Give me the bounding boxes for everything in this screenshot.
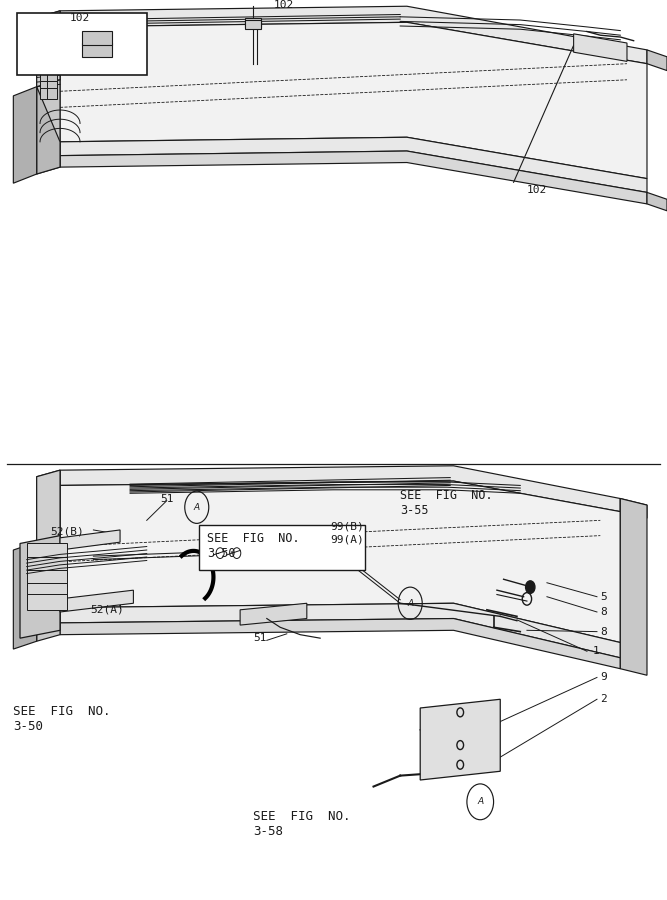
Bar <box>27 583 67 599</box>
Text: 102: 102 <box>527 185 547 195</box>
Text: 9: 9 <box>600 672 607 682</box>
Bar <box>27 594 67 610</box>
Polygon shape <box>240 603 307 625</box>
Polygon shape <box>37 11 60 86</box>
Polygon shape <box>245 18 261 27</box>
Text: A: A <box>477 797 484 806</box>
Text: 99(B): 99(B) <box>330 522 364 532</box>
Text: SEE  FIG  NO.
3-58: SEE FIG NO. 3-58 <box>253 810 351 838</box>
Polygon shape <box>620 499 647 675</box>
Bar <box>47 81 57 92</box>
Polygon shape <box>60 482 620 643</box>
Polygon shape <box>37 470 60 641</box>
Polygon shape <box>420 699 500 780</box>
Polygon shape <box>37 470 60 542</box>
Polygon shape <box>620 499 647 518</box>
Circle shape <box>526 580 535 593</box>
Text: 1: 1 <box>592 646 599 656</box>
Polygon shape <box>60 6 647 64</box>
Bar <box>47 74 57 85</box>
Polygon shape <box>60 603 620 658</box>
Bar <box>27 556 67 572</box>
Bar <box>40 88 50 99</box>
Polygon shape <box>13 86 37 184</box>
Text: A: A <box>193 503 200 512</box>
Text: SEE  FIG  NO.
3-50: SEE FIG NO. 3-50 <box>13 705 111 733</box>
Bar <box>40 74 50 85</box>
Polygon shape <box>60 137 647 193</box>
Text: 51: 51 <box>160 493 173 503</box>
FancyBboxPatch shape <box>17 14 147 76</box>
Polygon shape <box>37 86 60 174</box>
Text: A: A <box>407 598 414 608</box>
Text: 51: 51 <box>253 634 267 643</box>
Text: SEE  FIG  NO.
3-50: SEE FIG NO. 3-50 <box>207 532 299 560</box>
Bar <box>47 88 57 99</box>
Polygon shape <box>574 34 627 61</box>
Bar <box>27 570 67 586</box>
Polygon shape <box>60 618 620 669</box>
FancyBboxPatch shape <box>199 525 365 570</box>
Text: 8: 8 <box>600 626 607 636</box>
Polygon shape <box>60 151 647 204</box>
Text: 99(A): 99(A) <box>330 535 364 545</box>
Text: 5: 5 <box>600 591 607 602</box>
Polygon shape <box>647 193 667 211</box>
Bar <box>40 81 50 92</box>
Polygon shape <box>13 542 37 649</box>
Text: 8: 8 <box>600 607 607 617</box>
Polygon shape <box>647 50 667 70</box>
Text: 2: 2 <box>600 694 607 705</box>
Polygon shape <box>60 590 133 612</box>
Polygon shape <box>60 466 620 511</box>
Polygon shape <box>60 530 120 550</box>
Bar <box>82 43 112 57</box>
Bar <box>82 32 112 46</box>
Polygon shape <box>20 536 60 638</box>
Text: 102: 102 <box>70 13 90 22</box>
Polygon shape <box>245 20 261 29</box>
Polygon shape <box>60 22 647 178</box>
Text: 52(A): 52(A) <box>90 605 124 615</box>
Text: SEE  FIG  NO.
3-55: SEE FIG NO. 3-55 <box>400 489 493 517</box>
Bar <box>27 544 67 560</box>
Polygon shape <box>37 11 60 174</box>
Text: 102: 102 <box>273 0 293 10</box>
Text: 52(B): 52(B) <box>50 526 84 536</box>
